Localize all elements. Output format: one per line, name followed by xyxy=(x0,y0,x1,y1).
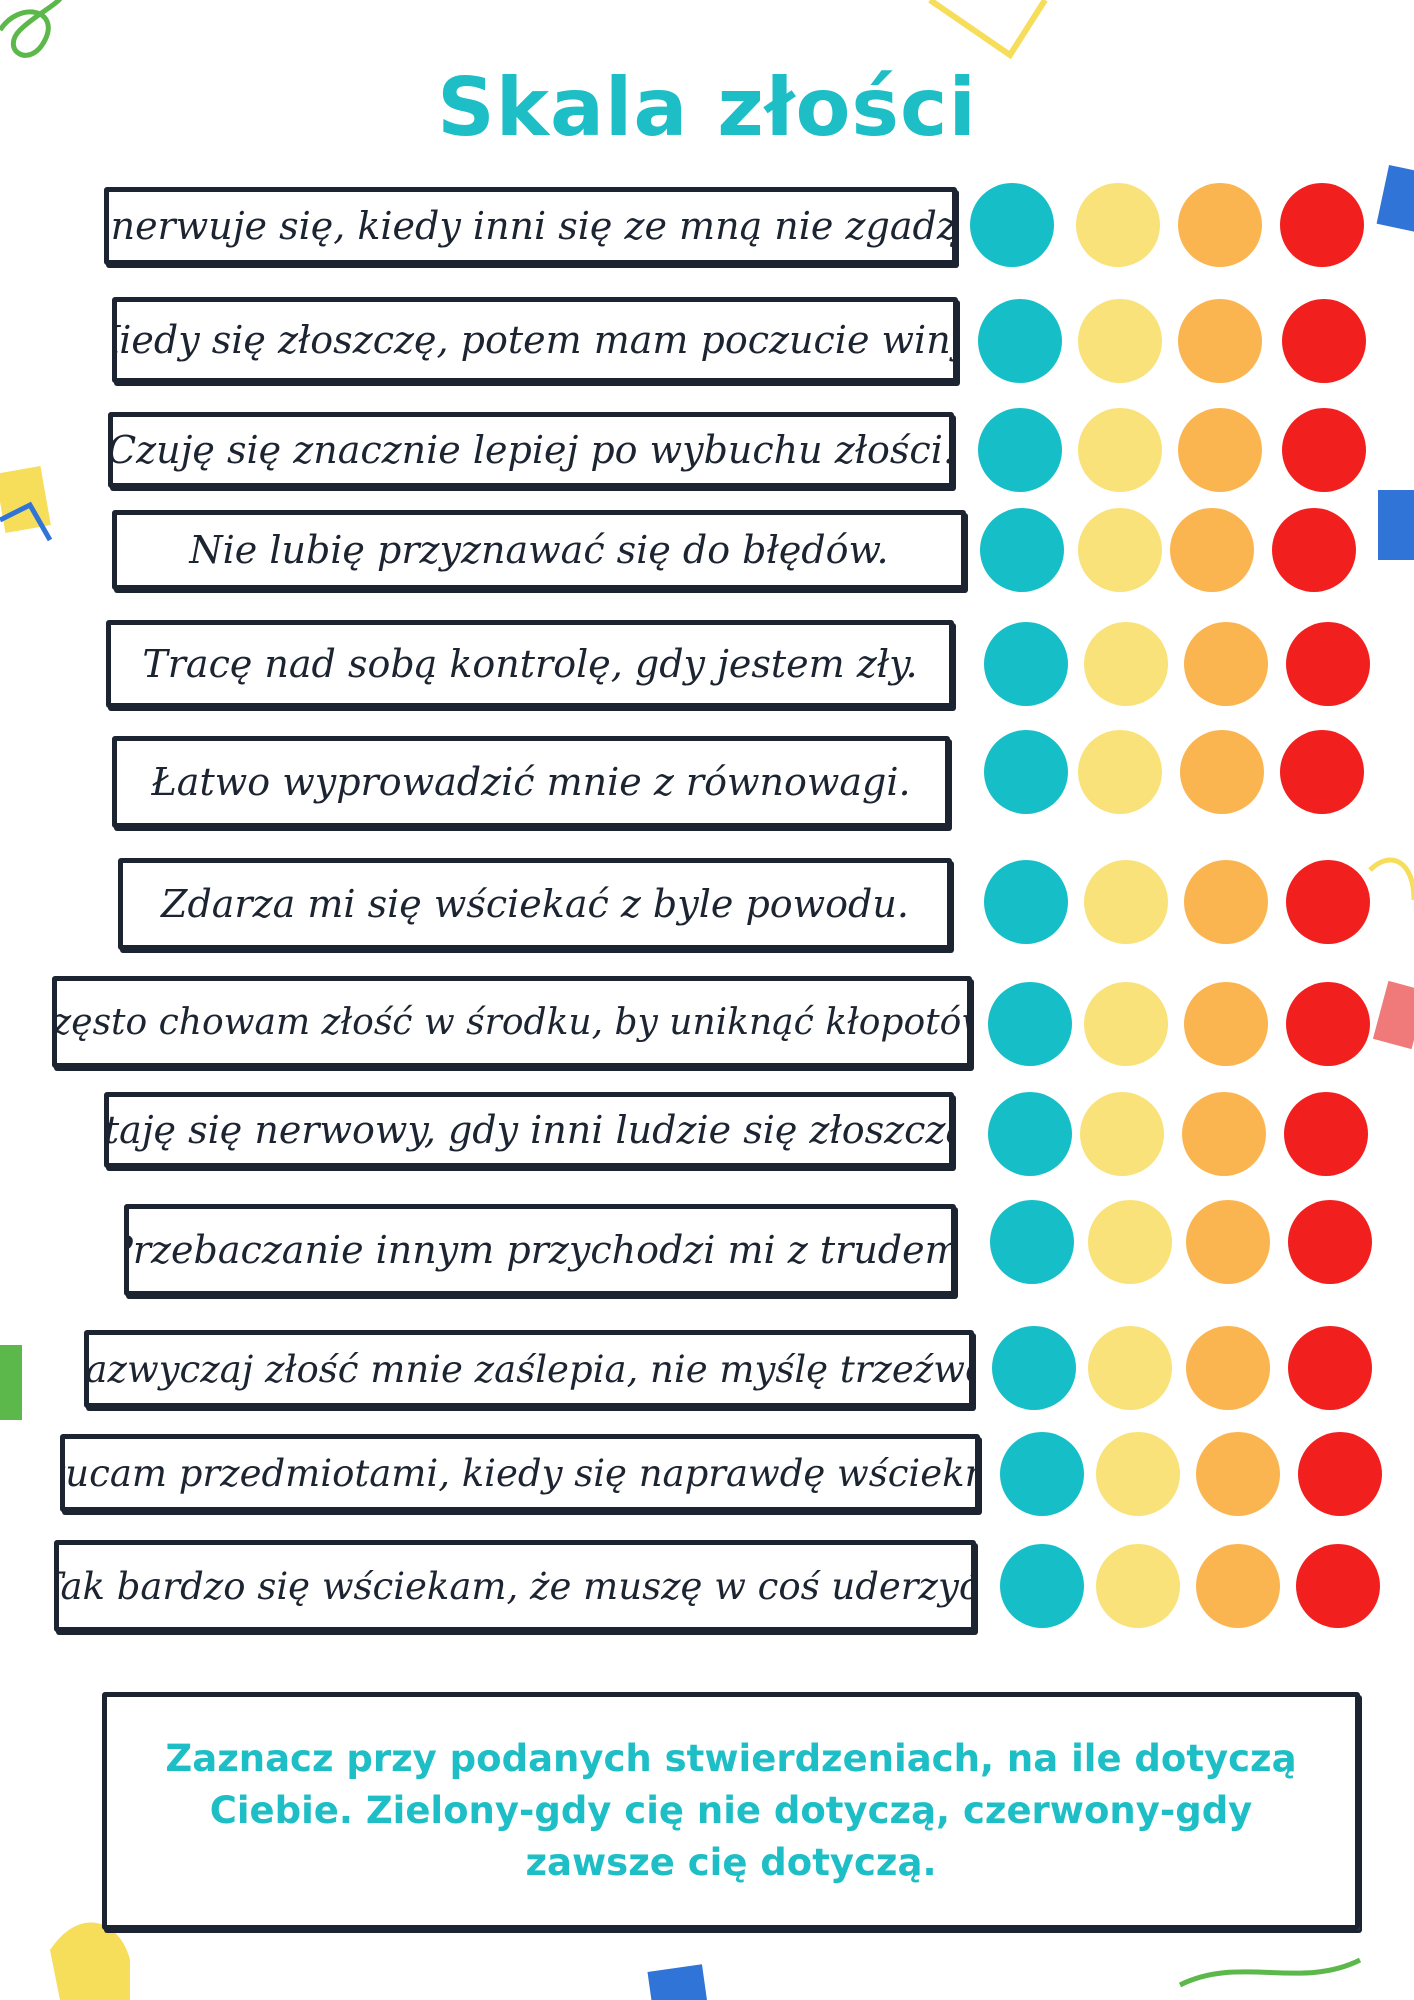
rating-dot-yellow[interactable] xyxy=(1078,408,1162,492)
rating-dot-teal[interactable] xyxy=(1000,1544,1084,1628)
statement-box: Tak bardzo się wściekam, że muszę w coś … xyxy=(54,1540,976,1632)
rating-dot-yellow[interactable] xyxy=(1078,299,1162,383)
scale-row: Rzucam przedmiotami, kiedy się naprawdę … xyxy=(0,1430,1414,1520)
statement-box: Tracę nad sobą kontrolę, gdy jestem zły. xyxy=(106,620,954,708)
rating-dot-red[interactable] xyxy=(1286,622,1370,706)
statement-box: Kiedy się złoszczę, potem mam poczucie w… xyxy=(112,297,958,383)
scale-row: Przebaczanie innym przychodzi mi z trude… xyxy=(0,1200,1414,1296)
scale-row: Kiedy się złoszczę, potem mam poczucie w… xyxy=(0,297,1414,387)
rating-dot-orange[interactable] xyxy=(1186,1200,1270,1284)
rating-dot-orange[interactable] xyxy=(1182,1092,1266,1176)
rating-dot-red[interactable] xyxy=(1280,183,1364,267)
statement-box: Zdarza mi się wściekać z byle powodu. xyxy=(118,858,952,950)
rating-dot-red[interactable] xyxy=(1286,860,1370,944)
rating-dot-red[interactable] xyxy=(1298,1432,1382,1516)
instructions-text: Zaznacz przy podanych stwierdzeniach, na… xyxy=(165,1737,1297,1884)
statement-box: Łatwo wyprowadzić mnie z równowagi. xyxy=(112,736,950,828)
rating-dot-teal[interactable] xyxy=(980,508,1064,592)
rating-dot-teal[interactable] xyxy=(970,183,1054,267)
instructions-box: Zaznacz przy podanych stwierdzeniach, na… xyxy=(102,1692,1360,1930)
statement-box: Staję się nerwowy, gdy inni ludzie się z… xyxy=(104,1092,954,1168)
rating-dot-red[interactable] xyxy=(1282,408,1366,492)
scale-row: Zazwyczaj złość mnie zaślepia, nie myślę… xyxy=(0,1324,1414,1414)
rating-dot-yellow[interactable] xyxy=(1096,1432,1180,1516)
rating-dot-yellow[interactable] xyxy=(1084,622,1168,706)
statement-box: Zazwyczaj złość mnie zaślepia, nie myślę… xyxy=(84,1330,974,1408)
rating-dot-red[interactable] xyxy=(1288,1326,1372,1410)
scale-row: Tracę nad sobą kontrolę, gdy jestem zły. xyxy=(0,618,1414,708)
statement-box: Denerwuje się, kiedy inni się ze mną nie… xyxy=(104,187,957,265)
scale-row: Staję się nerwowy, gdy inni ludzie się z… xyxy=(0,1092,1414,1182)
statement-box: Czuję się znacznie lepiej po wybuchu zło… xyxy=(108,412,954,488)
rating-dot-yellow[interactable] xyxy=(1076,183,1160,267)
rating-dot-orange[interactable] xyxy=(1178,299,1262,383)
scale-row: Nie lubię przyznawać się do błędów. xyxy=(0,508,1414,598)
rating-dot-red[interactable] xyxy=(1286,982,1370,1066)
rating-dot-orange[interactable] xyxy=(1180,730,1264,814)
rating-dot-yellow[interactable] xyxy=(1088,1200,1172,1284)
rating-dot-red[interactable] xyxy=(1280,730,1364,814)
rating-dot-teal[interactable] xyxy=(978,408,1062,492)
rating-dot-orange[interactable] xyxy=(1184,622,1268,706)
rating-dot-teal[interactable] xyxy=(978,299,1062,383)
rating-dot-orange[interactable] xyxy=(1178,183,1262,267)
rating-dot-red[interactable] xyxy=(1296,1544,1380,1628)
rating-dot-orange[interactable] xyxy=(1196,1432,1280,1516)
scale-row: Denerwuje się, kiedy inni się ze mną nie… xyxy=(0,183,1414,273)
rating-dot-yellow[interactable] xyxy=(1084,860,1168,944)
statement-box: Często chowam złość w środku, by uniknąć… xyxy=(52,976,972,1068)
rating-dot-teal[interactable] xyxy=(988,1092,1072,1176)
rating-dot-teal[interactable] xyxy=(984,860,1068,944)
statement-box: Rzucam przedmiotami, kiedy się naprawdę … xyxy=(60,1434,980,1512)
page-title: Skala złości xyxy=(437,61,977,154)
rating-dot-orange[interactable] xyxy=(1186,1326,1270,1410)
scale-row: Łatwo wyprowadzić mnie z równowagi. xyxy=(0,730,1414,828)
rating-dot-red[interactable] xyxy=(1272,508,1356,592)
rating-dot-yellow[interactable] xyxy=(1078,508,1162,592)
rating-dot-red[interactable] xyxy=(1284,1092,1368,1176)
scale-row: Zdarza mi się wściekać z byle powodu. xyxy=(0,858,1414,950)
rating-dot-teal[interactable] xyxy=(992,1326,1076,1410)
rating-dot-orange[interactable] xyxy=(1184,860,1268,944)
rating-dot-orange[interactable] xyxy=(1184,982,1268,1066)
scale-row: Czuję się znacznie lepiej po wybuchu zło… xyxy=(0,408,1414,498)
scale-row: Często chowam złość w środku, by uniknąć… xyxy=(0,976,1414,1068)
statement-box: Przebaczanie innym przychodzi mi z trude… xyxy=(124,1204,956,1296)
rating-dot-teal[interactable] xyxy=(990,1200,1074,1284)
rating-dot-orange[interactable] xyxy=(1178,408,1262,492)
rating-dot-teal[interactable] xyxy=(1000,1432,1084,1516)
rating-dot-yellow[interactable] xyxy=(1080,1092,1164,1176)
rating-dot-teal[interactable] xyxy=(988,982,1072,1066)
rating-dot-yellow[interactable] xyxy=(1084,982,1168,1066)
statement-box: Nie lubię przyznawać się do błędów. xyxy=(112,510,966,590)
rating-dot-orange[interactable] xyxy=(1196,1544,1280,1628)
rating-dot-yellow[interactable] xyxy=(1096,1544,1180,1628)
rating-dot-yellow[interactable] xyxy=(1078,730,1162,814)
rating-dot-teal[interactable] xyxy=(984,622,1068,706)
scale-row: Tak bardzo się wściekam, że muszę w coś … xyxy=(0,1540,1414,1632)
rating-dot-teal[interactable] xyxy=(984,730,1068,814)
rating-dot-yellow[interactable] xyxy=(1088,1326,1172,1410)
rating-dot-red[interactable] xyxy=(1288,1200,1372,1284)
rating-dot-orange[interactable] xyxy=(1170,508,1254,592)
rating-dot-red[interactable] xyxy=(1282,299,1366,383)
